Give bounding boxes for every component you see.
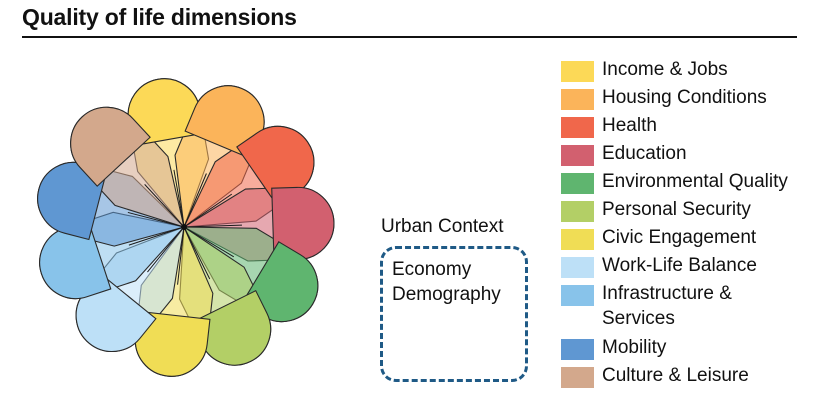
petal-tip-mobility: [37, 161, 108, 241]
legend-label-environmental-quality: Environmental Quality: [602, 171, 788, 192]
petal-vein-culture-leisure: [144, 184, 185, 228]
petal-vein-mobility: [127, 211, 185, 228]
legend-swatch-culture-leisure: [561, 367, 594, 388]
legend-swatch-income-jobs: [561, 61, 594, 82]
title-divider: [22, 36, 797, 38]
legend-swatch-environmental-quality: [561, 173, 594, 194]
petal-tip-culture-leisure: [70, 106, 151, 187]
legend-swatch-health: [561, 117, 594, 138]
petal-vein-civic-engagement: [177, 226, 185, 285]
quality-of-life-flower-diagram: [37, 78, 335, 377]
petal-vein-infrastructure-services: [128, 226, 185, 246]
petal-tip-education: [271, 186, 335, 261]
legend-label-education: Education: [602, 143, 687, 164]
legend-swatch-civic-engagement: [561, 229, 594, 250]
legend-swatch-work-life-balance: [561, 257, 594, 278]
page-title: Quality of life dimensions: [22, 4, 297, 30]
legend-label-housing-conditions: Housing Conditions: [602, 87, 767, 108]
legend-label-income-jobs: Income & Jobs: [602, 59, 728, 80]
legend-swatch-housing-conditions: [561, 89, 594, 110]
legend-swatch-infrastructure-services: [561, 285, 594, 306]
petal-tip-housing-conditions: [184, 85, 265, 160]
legend-label-culture-leisure: Culture & Leisure: [602, 365, 749, 386]
urban-context-item-economy: Economy: [392, 259, 472, 280]
legend-swatch-mobility: [561, 339, 594, 360]
petal-tip-income-jobs: [127, 78, 205, 147]
legend-label-work-life-balance: Work-Life Balance: [602, 255, 757, 276]
petal-vein-personal-security: [183, 226, 211, 280]
legend-label-personal-security: Personal Security: [602, 199, 751, 220]
petal-tip-health: [236, 125, 315, 207]
legend-swatch-personal-security: [561, 201, 594, 222]
urban-context-item-demography: Demography: [392, 284, 501, 305]
petal-tip-personal-security: [190, 289, 272, 366]
petal-tip-civic-engagement: [134, 310, 211, 377]
legend-label-infrastructure-services: Infrastructure & Services: [602, 283, 732, 329]
petal-vein-education: [183, 224, 242, 228]
petal-vein-income-jobs: [173, 169, 185, 228]
petal-vein-environmental-quality: [183, 226, 235, 258]
legend-label-mobility: Mobility: [602, 337, 667, 358]
legend-label-civic-engagement: Civic Engagement: [602, 227, 757, 248]
urban-context-box: [380, 246, 528, 382]
petal-vein-work-life-balance: [147, 226, 185, 273]
petal-vein-housing-conditions: [183, 173, 207, 228]
legend-label-health: Health: [602, 115, 657, 136]
urban-context-label: Urban Context: [381, 216, 504, 237]
legend-swatch-education: [561, 145, 594, 166]
flower-petals: [37, 78, 335, 377]
flower-center: [181, 224, 187, 230]
petal-vein-health: [183, 193, 233, 228]
petal-tip-infrastructure-services: [39, 219, 112, 300]
